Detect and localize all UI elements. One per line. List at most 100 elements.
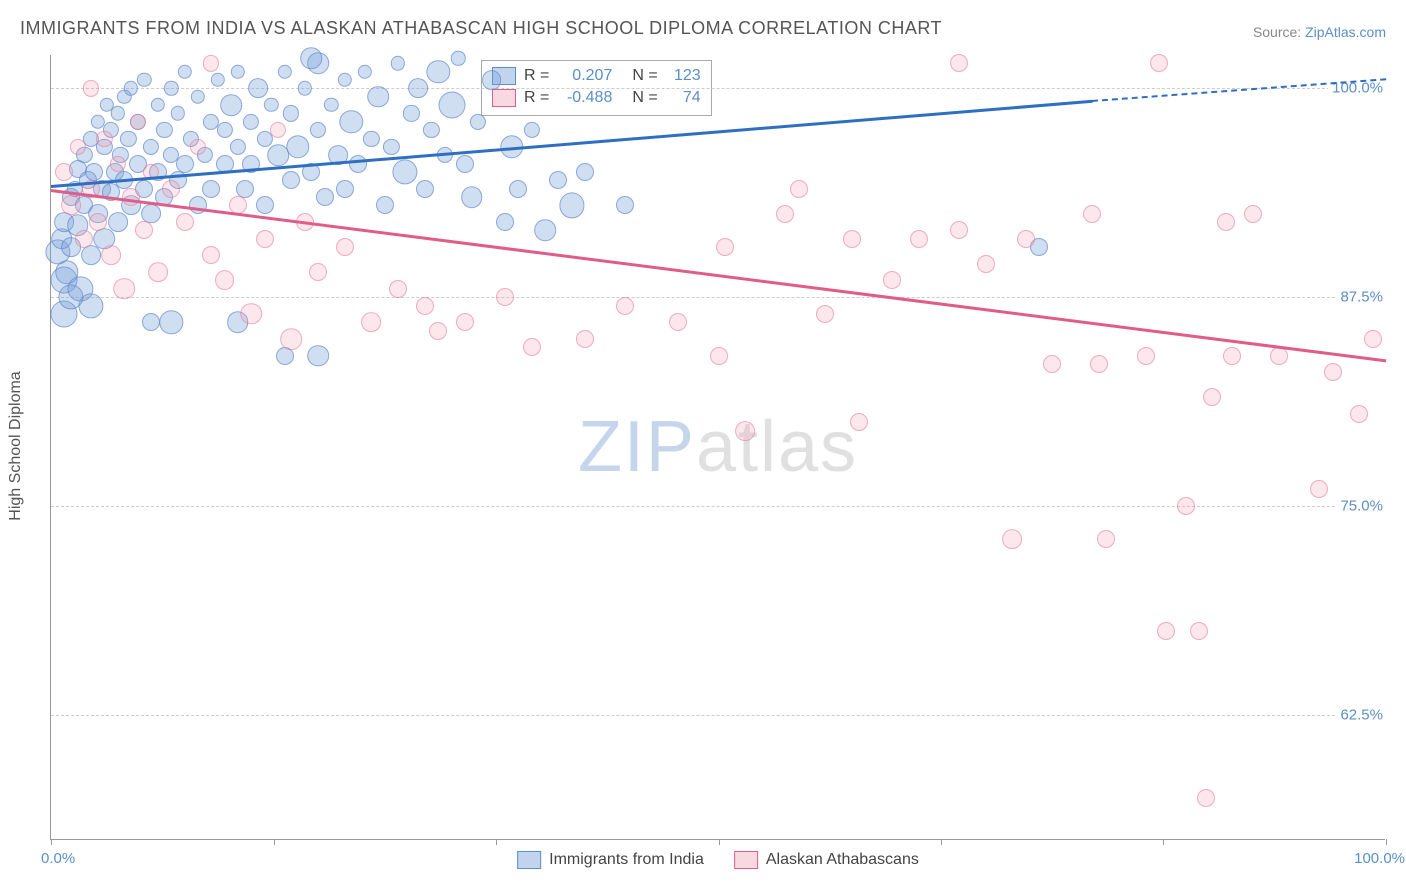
chart-title: IMMIGRANTS FROM INDIA VS ALASKAN ATHABAS…	[20, 18, 942, 39]
source-link[interactable]: ZipAtlas.com	[1305, 24, 1386, 40]
scatter-point-blue	[524, 122, 540, 138]
scatter-point-blue	[142, 313, 160, 331]
scatter-point-blue	[451, 51, 465, 65]
source-attribution: Source: ZipAtlas.com	[1253, 24, 1386, 40]
scatter-point-blue	[171, 106, 185, 120]
scatter-point-blue	[496, 213, 514, 231]
scatter-point-blue	[85, 163, 103, 181]
scatter-point-blue	[307, 345, 329, 367]
scatter-point-pink	[55, 163, 73, 181]
scatter-point-pink	[616, 297, 634, 315]
scatter-point-blue	[243, 114, 259, 130]
legend-item-blue: Immigrants from India	[517, 851, 704, 869]
x-tick	[719, 839, 720, 845]
x-tick	[1386, 839, 1387, 845]
scatter-point-pink	[1270, 347, 1288, 365]
scatter-point-blue	[143, 139, 159, 155]
scatter-point-pink	[1083, 205, 1101, 223]
scatter-point-blue	[416, 180, 434, 198]
scatter-point-blue	[316, 188, 334, 206]
scatter-point-pink	[309, 263, 327, 281]
scatter-point-pink	[361, 312, 381, 332]
scatter-point-blue	[310, 122, 326, 138]
scatter-point-pink	[336, 238, 354, 256]
scatter-point-pink	[1090, 355, 1108, 373]
scatter-point-pink	[1002, 529, 1022, 549]
trend-line-pink	[51, 189, 1386, 362]
scatter-point-blue	[391, 56, 405, 70]
n-label: N =	[632, 67, 657, 85]
scatter-point-pink	[75, 230, 93, 248]
scatter-point-blue	[470, 114, 486, 130]
scatter-point-pink	[1157, 622, 1175, 640]
scatter-point-pink	[1217, 213, 1235, 231]
scatter-point-pink	[122, 188, 140, 206]
gridline	[51, 715, 1385, 716]
scatter-point-pink	[776, 205, 794, 223]
x-tick	[941, 839, 942, 845]
scatter-point-pink	[950, 54, 968, 72]
chart-container: IMMIGRANTS FROM INDIA VS ALASKAN ATHABAS…	[0, 0, 1406, 892]
scatter-point-blue	[248, 78, 268, 98]
scatter-point-pink	[669, 313, 687, 331]
scatter-point-pink	[1017, 230, 1035, 248]
plot-area: ZIPatlas R = 0.207 N = 123 R = -0.488 N …	[50, 55, 1385, 840]
scatter-point-blue	[576, 163, 594, 181]
scatter-point-pink	[176, 213, 194, 231]
scatter-point-pink	[281, 328, 303, 350]
legend-swatch-pink	[492, 89, 516, 107]
n-value-pink: 74	[666, 89, 701, 107]
x-tick	[1163, 839, 1164, 845]
scatter-point-pink	[950, 221, 968, 239]
scatter-point-blue	[202, 180, 220, 198]
scatter-point-pink	[1137, 347, 1155, 365]
scatter-point-blue	[482, 70, 502, 90]
watermark-atlas: atlas	[696, 407, 858, 487]
legend-swatch-blue	[517, 851, 541, 869]
scatter-point-blue	[211, 73, 225, 87]
scatter-point-blue	[336, 180, 354, 198]
y-tick-label: 62.5%	[1336, 706, 1387, 723]
scatter-point-blue	[176, 155, 194, 173]
scatter-point-pink	[1350, 405, 1368, 423]
scatter-point-pink	[735, 421, 755, 441]
scatter-point-blue	[256, 196, 274, 214]
scatter-point-blue	[376, 196, 394, 214]
scatter-point-blue	[423, 122, 439, 138]
scatter-point-blue	[549, 171, 567, 189]
scatter-point-blue	[426, 60, 449, 83]
scatter-point-blue	[297, 81, 311, 95]
scatter-point-blue	[358, 64, 372, 78]
scatter-point-blue	[461, 186, 483, 208]
scatter-point-blue	[177, 64, 191, 78]
y-tick-label: 87.5%	[1336, 289, 1387, 306]
scatter-point-blue	[363, 130, 379, 146]
scatter-point-pink	[850, 413, 868, 431]
scatter-point-pink	[270, 122, 286, 138]
x-tick	[496, 839, 497, 845]
scatter-point-pink	[1324, 363, 1342, 381]
scatter-point-pink	[843, 230, 861, 248]
n-value-blue: 123	[666, 67, 701, 85]
scatter-point-pink	[130, 114, 146, 130]
scatter-point-blue	[156, 122, 172, 138]
legend-label-blue: Immigrants from India	[549, 851, 704, 869]
scatter-point-pink	[1203, 388, 1221, 406]
scatter-point-blue	[403, 105, 419, 121]
scatter-point-blue	[509, 180, 527, 198]
legend-row-blue: R = 0.207 N = 123	[492, 65, 701, 87]
scatter-point-blue	[236, 180, 254, 198]
scatter-point-pink	[61, 195, 81, 215]
legend-swatch-pink	[734, 851, 758, 869]
x-tick	[274, 839, 275, 845]
scatter-point-blue	[216, 122, 232, 138]
scatter-point-blue	[340, 110, 363, 133]
scatter-point-pink	[203, 55, 219, 71]
scatter-point-blue	[124, 81, 138, 95]
watermark-zip: ZIP	[578, 407, 696, 487]
scatter-point-blue	[189, 196, 207, 214]
source-prefix: Source:	[1253, 24, 1305, 40]
scatter-point-blue	[286, 135, 309, 158]
scatter-point-blue	[108, 212, 128, 232]
scatter-point-blue	[392, 159, 417, 184]
